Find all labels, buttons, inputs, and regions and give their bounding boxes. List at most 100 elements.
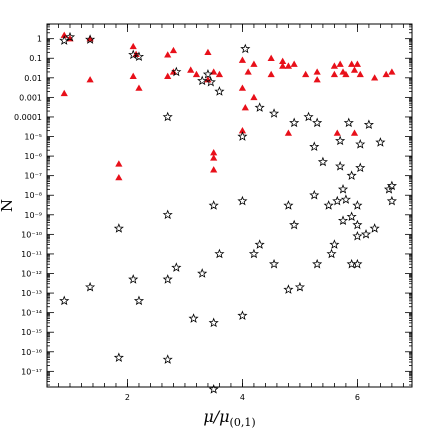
star-marker [85, 281, 96, 292]
star-marker [268, 258, 280, 269]
star-marker [352, 200, 363, 210]
triangle-marker [313, 68, 321, 75]
triangle-marker [244, 68, 252, 75]
star-marker [113, 223, 124, 233]
star-marker [309, 141, 320, 152]
star-marker [197, 268, 208, 278]
star-marker [208, 384, 219, 394]
star-marker [208, 200, 219, 210]
triangle-marker [302, 70, 310, 78]
star-marker [335, 161, 346, 171]
triangle-marker [115, 173, 123, 181]
y-tick-label: 1 [37, 35, 42, 44]
triangle-marker [204, 48, 212, 56]
y-tick-label: 10⁻¹⁷ [21, 367, 42, 376]
star-marker [289, 117, 300, 128]
star-marker [329, 239, 340, 249]
triangle-marker [356, 70, 364, 78]
y-tick-label: 10⁻⁶ [24, 152, 42, 161]
star-marker [128, 49, 139, 60]
triangle-marker [382, 70, 390, 78]
star-marker [355, 139, 366, 149]
triangle-marker [330, 70, 339, 78]
x-axis-label: μ/μ(0,1) [203, 407, 255, 429]
star-marker [309, 189, 320, 200]
star-marker [85, 34, 96, 44]
triangle-marker [210, 154, 218, 161]
triangle-marker [350, 66, 359, 73]
plot-frame [46, 23, 413, 388]
star-marker [237, 195, 248, 206]
star-marker [386, 180, 397, 191]
star-marker [360, 229, 372, 239]
data-marks [59, 31, 397, 394]
x-tick-label: 4 [240, 393, 245, 402]
star-marker [59, 295, 70, 306]
star-marker [294, 281, 305, 292]
triangle-marker [115, 160, 123, 167]
star-marker [332, 195, 343, 206]
x-axis-label-main: μ/μ [203, 407, 229, 426]
triangle-marker [238, 84, 247, 91]
y-tick-label: 10⁻¹¹ [21, 250, 42, 259]
star-marker [312, 117, 323, 128]
star-marker [133, 51, 145, 61]
triangle-marker [371, 74, 379, 81]
star-marker [386, 195, 397, 206]
star-marker [335, 135, 346, 146]
star-marker [248, 248, 259, 259]
triangle-marker [215, 70, 224, 78]
triangle-marker [336, 60, 344, 67]
triangle-marker [187, 66, 195, 73]
star-marker [375, 137, 386, 147]
star-marker [197, 75, 208, 86]
star-marker [283, 200, 294, 210]
star-marker [202, 69, 213, 79]
star-marker [254, 102, 265, 112]
triangle-marker [330, 62, 339, 69]
star-marker [162, 209, 173, 220]
triangle-marker [192, 70, 201, 78]
star-marker [64, 31, 76, 42]
y-tick-label: 10⁻⁹ [24, 211, 42, 220]
triangle-marker [284, 62, 293, 69]
triangle-marker [284, 129, 293, 136]
star-marker [312, 258, 323, 269]
star-marker [323, 200, 334, 210]
triangle-marker [210, 149, 218, 156]
star-marker [340, 194, 351, 204]
y-tick-label: 0.1 [29, 54, 42, 63]
star-marker [214, 248, 225, 259]
star-marker [268, 108, 280, 118]
triangle-marker [164, 72, 172, 79]
star-marker [343, 117, 354, 128]
y-tick-label: 10⁻⁵ [24, 133, 42, 142]
y-tick-label: 10⁻¹³ [21, 289, 42, 298]
triangle-marker [60, 89, 68, 97]
star-marker [208, 317, 219, 328]
star-marker [352, 230, 363, 241]
triangle-marker [238, 127, 247, 134]
triangle-marker [267, 70, 275, 78]
triangle-marker [164, 51, 172, 58]
triangle-marker [129, 72, 137, 79]
triangle-marker [135, 84, 143, 91]
triangle-marker [313, 76, 321, 83]
y-tick-label: 10⁻¹⁴ [21, 309, 42, 318]
star-marker [128, 274, 139, 284]
star-marker [352, 219, 363, 230]
x-tick-label: 6 [355, 393, 360, 402]
star-marker [254, 239, 265, 249]
star-marker [289, 219, 300, 230]
star-marker [352, 258, 363, 269]
triangle-marker [169, 46, 178, 54]
y-tick-label: 10⁻⁸ [24, 191, 42, 200]
triangle-marker [241, 104, 249, 111]
star-marker [337, 184, 349, 194]
star-marker [205, 76, 216, 87]
y-axis-label: N [0, 199, 16, 212]
star-marker [171, 66, 182, 77]
star-marker [162, 354, 173, 364]
